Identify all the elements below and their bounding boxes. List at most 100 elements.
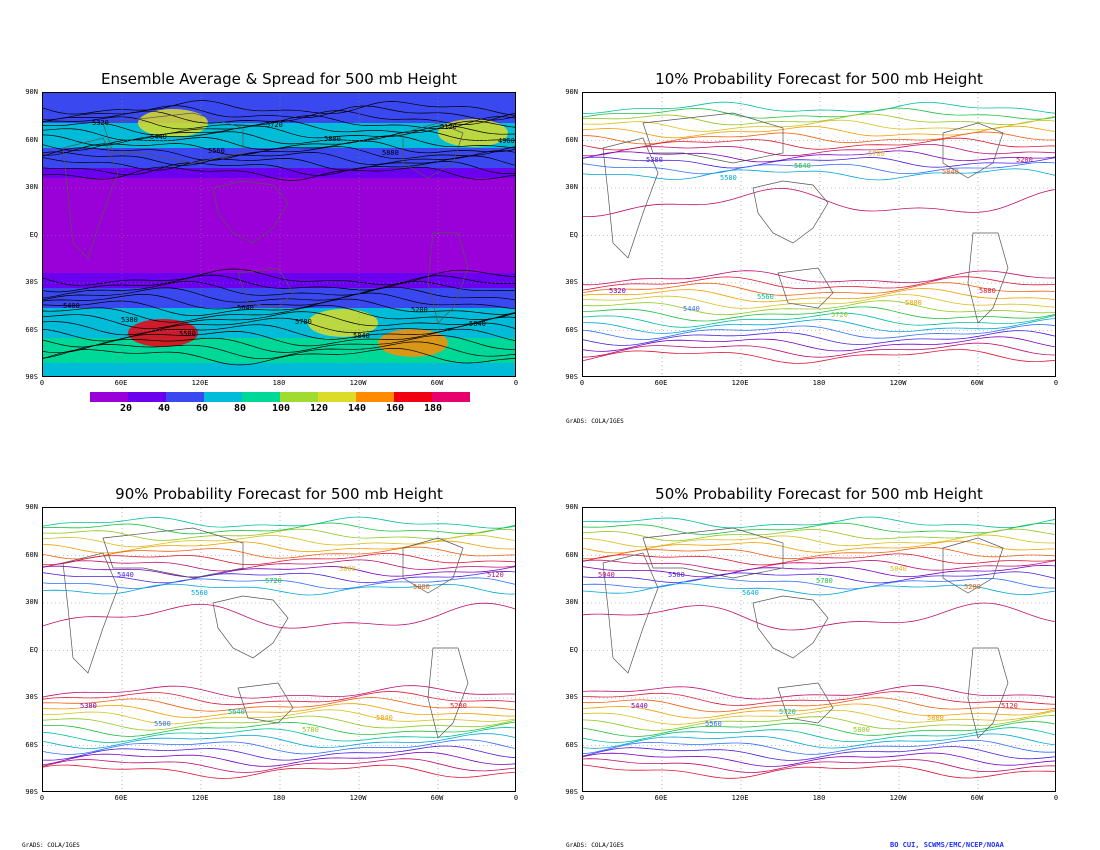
contour-label: 5640 (794, 162, 811, 170)
colorbar-label: 180 (424, 403, 443, 414)
prob-contour (583, 125, 1055, 139)
height-contour (43, 120, 515, 136)
contour-label: 5840 (376, 714, 393, 722)
coastline (967, 647, 1009, 739)
height-contour (43, 150, 515, 166)
lon-label: 60W (970, 794, 984, 802)
lon-label: 0 (39, 379, 45, 387)
lon-label: 180 (272, 379, 286, 387)
lat-label: 30N (565, 183, 578, 191)
contour-label: 5840 (890, 565, 907, 573)
prob-contour (43, 715, 515, 731)
coastline (237, 682, 294, 724)
lat-label: 60S (565, 325, 578, 334)
lat-label: 30N (565, 598, 578, 606)
coastline (642, 527, 784, 579)
prob-contour (583, 528, 1055, 542)
lon-label: 120E (191, 379, 209, 387)
coastline (642, 112, 784, 164)
lon-label: 0 (513, 379, 519, 387)
contour-label: 5380 (121, 316, 138, 324)
lat-label: 30S (25, 693, 38, 701)
height-contour (43, 140, 515, 156)
spread-band (43, 148, 515, 168)
contour-label: 5500 (179, 330, 196, 338)
prob-contour (583, 553, 1055, 566)
prob-contour (583, 534, 1055, 548)
prob-contour (583, 137, 1055, 151)
panel-title-50pct: 50% Probability Forecast for 500 mb Heig… (655, 485, 983, 503)
lon-label: 0 (579, 794, 585, 802)
lon-label: 60E (654, 379, 668, 387)
prob-contour (583, 318, 1055, 334)
lat-label: 30S (25, 278, 38, 286)
coastline (777, 682, 834, 724)
contour-label: 5720 (265, 577, 282, 585)
colorbar-swatch (318, 392, 356, 402)
coastline (752, 180, 829, 244)
prob-contour (43, 528, 515, 541)
height-contour (43, 292, 515, 310)
lat-label: 60S (25, 740, 38, 749)
colorbar-label: 20 (120, 403, 133, 414)
prob-contour (43, 602, 515, 629)
contour-label: 5440 (631, 702, 648, 710)
contour-label: 5120 (1001, 702, 1018, 710)
prob-contour (43, 758, 515, 773)
coastline (967, 232, 1009, 324)
lat-label: 60N (25, 550, 38, 559)
lon-label: 60W (430, 794, 444, 802)
lon-label: 120W (349, 379, 367, 387)
spread-map: 5400 5320 5380 5440 5500 5560 5640 5720 5780 5800… (42, 92, 516, 377)
colorbar-label: 120 (310, 403, 329, 414)
prob90-map: 5380 5440 5500 5560 5640 5720 5780 5800 5840 5880… (42, 507, 516, 792)
colorbar-label: 40 (158, 403, 171, 414)
coastline (62, 552, 119, 674)
prob-contour (583, 168, 1055, 181)
contour-label: 5720 (831, 311, 848, 319)
contour-label: 5200 (964, 583, 981, 591)
prob-contour (583, 101, 1055, 114)
prob-contour (583, 107, 1055, 120)
spread-band (43, 363, 515, 376)
contour-label: 5440 (117, 571, 134, 579)
prob-contour (583, 752, 1055, 767)
prob-contour (583, 306, 1055, 322)
coastline (102, 112, 244, 164)
colorbar-label: 80 (234, 403, 247, 414)
prob-contour (583, 342, 1055, 358)
prob-contour (43, 745, 515, 761)
contour-label: 5880 (413, 583, 430, 591)
prob-contour (583, 144, 1055, 157)
lat-label: 30S (565, 693, 578, 701)
panel-title-spread: Ensemble Average & Spread for 500 mb Hei… (100, 70, 458, 88)
contour-label: 5320 (609, 287, 626, 295)
colorbar-swatch (394, 392, 432, 402)
prob-contour (583, 270, 1055, 286)
prob-contour (43, 546, 515, 560)
lat-label: 30S (565, 278, 578, 286)
lat-label: 90N (25, 88, 38, 96)
lat-label: 90S (25, 788, 38, 796)
contour-label: 4960 (498, 137, 515, 145)
contour-label: 5720 (779, 708, 796, 716)
prob-contour (583, 324, 1055, 340)
contour-label: 5200 (411, 306, 428, 314)
lat-label: 90N (565, 88, 578, 96)
colorbar-label: 140 (348, 403, 367, 414)
prob-contour (43, 540, 515, 554)
lon-label: 0 (1053, 794, 1059, 802)
contour-label: 5560 (757, 293, 774, 301)
prob-contour (583, 733, 1055, 749)
spread-band (43, 288, 515, 308)
prob-contour (43, 703, 515, 719)
prob-contour (43, 751, 515, 767)
prob-contour (43, 583, 515, 596)
lon-label: 0 (513, 794, 519, 802)
height-contour (43, 311, 515, 329)
contour-label: 5560 (208, 147, 225, 155)
colorbar-swatch (128, 392, 166, 402)
prob-contour (583, 691, 1055, 706)
contour-label: 5380 (646, 156, 663, 164)
prob-contour (583, 349, 1055, 364)
